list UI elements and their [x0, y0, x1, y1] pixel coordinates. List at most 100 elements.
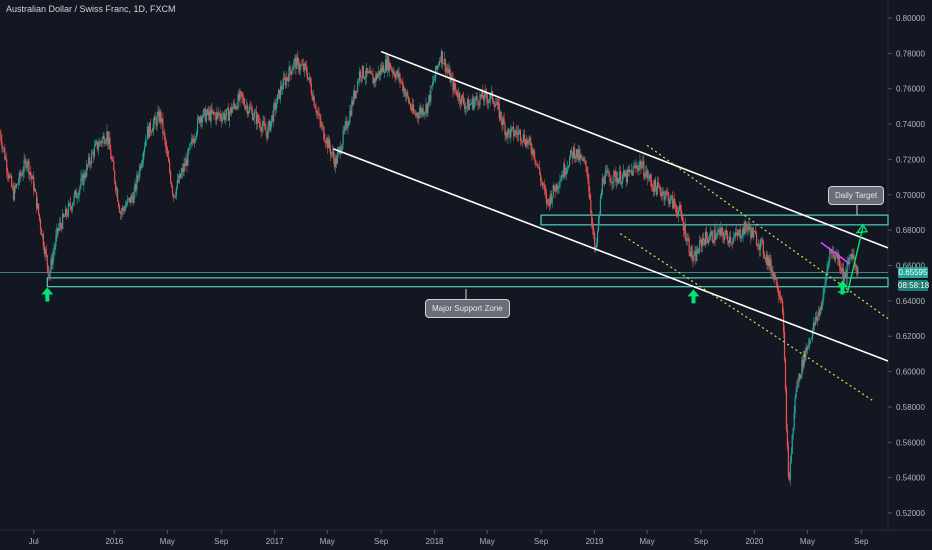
candle-body [833, 252, 835, 257]
candle-body [183, 163, 185, 172]
candle-body [579, 154, 581, 160]
candle-body [156, 115, 158, 126]
candle-body [595, 247, 597, 249]
candle-body [856, 267, 858, 275]
candle-body [580, 154, 582, 157]
candle-body [612, 181, 614, 184]
candle-body [375, 74, 377, 82]
candle-body [678, 205, 681, 211]
candle-body [18, 172, 20, 183]
candle-body [443, 58, 445, 64]
candle-body [553, 185, 555, 191]
candle-body [378, 70, 380, 75]
candle-body [229, 107, 231, 113]
candle-body [22, 172, 24, 176]
candle-body [152, 123, 154, 132]
candle-body [533, 148, 535, 158]
candle-body [256, 115, 258, 124]
candle-body [193, 140, 195, 143]
candle-body [551, 196, 553, 203]
candle-body [442, 63, 444, 65]
candle-body [190, 142, 192, 145]
candle-body [151, 131, 153, 133]
candle-body [721, 227, 723, 231]
candle-body [467, 99, 470, 111]
candle-body [634, 165, 636, 168]
candle-body [827, 262, 829, 271]
candle-body [431, 86, 433, 87]
candle-body [728, 240, 730, 244]
candle-body [530, 142, 532, 151]
candle-body [497, 102, 499, 104]
candle-body [698, 251, 700, 253]
candle-body [744, 221, 746, 234]
candle-body [74, 190, 76, 195]
candle-body [550, 193, 552, 203]
candle-body [792, 428, 794, 435]
candle-body [571, 152, 574, 159]
candle-body [626, 169, 629, 183]
x-tick-label: May [160, 537, 175, 546]
candle-body [81, 175, 83, 179]
candle-body [832, 252, 834, 254]
candle-body [532, 148, 534, 155]
candle-body [143, 147, 146, 152]
candle-body [8, 174, 10, 179]
candle-body [487, 98, 489, 103]
candle-body [636, 165, 638, 169]
candle-body [19, 172, 21, 177]
candle-body [496, 102, 498, 106]
candle-body [208, 111, 210, 116]
candle-body [287, 78, 289, 82]
candle-body [439, 60, 442, 62]
candle-body [605, 170, 607, 173]
candle-body [224, 115, 227, 120]
candle-body [329, 148, 332, 155]
candle-body [319, 114, 321, 121]
candle-body [723, 236, 725, 240]
candle-body [741, 236, 743, 238]
candle-body [515, 130, 518, 133]
candle-body [692, 259, 694, 261]
candle-body [573, 147, 576, 159]
candle-body [524, 142, 526, 147]
candle-body [695, 251, 697, 262]
candle-body [179, 173, 181, 178]
candle-body [510, 128, 512, 138]
candle-body [484, 91, 486, 101]
candle-body [568, 166, 570, 168]
candle-body [243, 98, 245, 105]
candle-body [376, 74, 378, 79]
candle-body [236, 106, 238, 109]
candle-body [92, 152, 95, 157]
candle-body [368, 71, 370, 74]
candle-body [118, 206, 121, 213]
candle-body [699, 239, 701, 252]
candle-body [238, 94, 240, 100]
candle-body [644, 176, 646, 178]
candle-body [666, 191, 668, 193]
candle-body [302, 64, 305, 71]
candle-body [305, 66, 308, 73]
candle-body [538, 167, 540, 168]
candle-body [87, 164, 89, 166]
candle-body [323, 126, 325, 140]
candle-body [845, 272, 847, 279]
candle-body [460, 101, 462, 105]
candle-body [235, 106, 237, 109]
candle-body [366, 68, 368, 73]
candle-body [125, 204, 127, 207]
candle-body [71, 205, 73, 210]
y-tick-label: 0.52000 [896, 509, 925, 518]
candle-body [472, 98, 474, 109]
candle-body [91, 152, 94, 153]
candle-body [745, 221, 747, 228]
candle-body [789, 461, 791, 480]
support-up-arrow [836, 280, 849, 295]
candle-body [309, 76, 311, 85]
candle-body [585, 160, 587, 167]
y-tick-label: 0.62000 [896, 332, 925, 341]
x-tick-label: Sep [374, 537, 389, 546]
candle-body [462, 95, 464, 98]
